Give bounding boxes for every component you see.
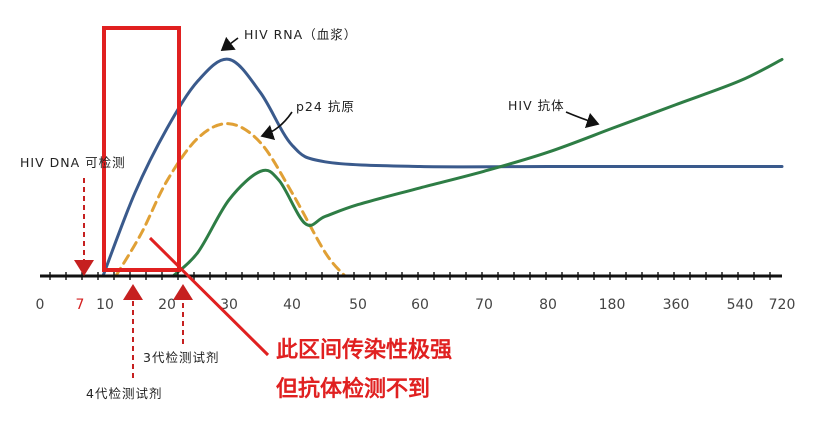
x-tick-label: 50	[349, 297, 367, 313]
window-note-line1: 此区间传染性极强	[276, 337, 452, 363]
x-tick-label: 540	[727, 297, 754, 313]
dna-label: HIV DNA 可检测	[20, 155, 126, 170]
antibody-label-arrow	[565, 111, 600, 129]
window-pointer-line	[148, 236, 270, 357]
x-tick-label: 30	[220, 297, 238, 313]
p24-label-arrow	[260, 111, 293, 141]
antibody-label: HIV 抗体	[508, 98, 565, 113]
x-tick-label: 70	[475, 297, 493, 313]
window-note-line2: 但抗体检测不到	[276, 376, 430, 402]
series-layer	[101, 57, 784, 278]
x-tick-label: 180	[599, 297, 626, 313]
x-tick-label: 60	[411, 297, 429, 313]
x-tick-label: 40	[283, 297, 301, 313]
x-tick-label: 10	[96, 297, 114, 313]
p24-label: p24 抗原	[296, 99, 355, 114]
series-p24-antigen-line	[114, 122, 347, 278]
x-tick-label: 7	[76, 297, 85, 313]
gen3-label: 3代检测试剂	[143, 350, 219, 365]
x-tick-label: 0	[36, 297, 45, 313]
rna-label: HIV RNA（血浆）	[244, 27, 357, 42]
gen4-label: 4代检测试剂	[86, 386, 162, 401]
window-period-box	[102, 26, 181, 272]
rna-label-arrow	[220, 36, 239, 51]
x-tick-label: 80	[539, 297, 557, 313]
x-axis-ticks: 0 7 10 20 30 40 50 60 70 80 180 360 540 720	[36, 272, 796, 313]
x-tick-label: 20	[158, 297, 176, 313]
x-tick-label: 720	[769, 297, 796, 313]
x-tick-label: 360	[663, 297, 690, 313]
series-hiv-antibody-line	[171, 57, 784, 278]
series-hiv-rna-line	[101, 57, 784, 278]
